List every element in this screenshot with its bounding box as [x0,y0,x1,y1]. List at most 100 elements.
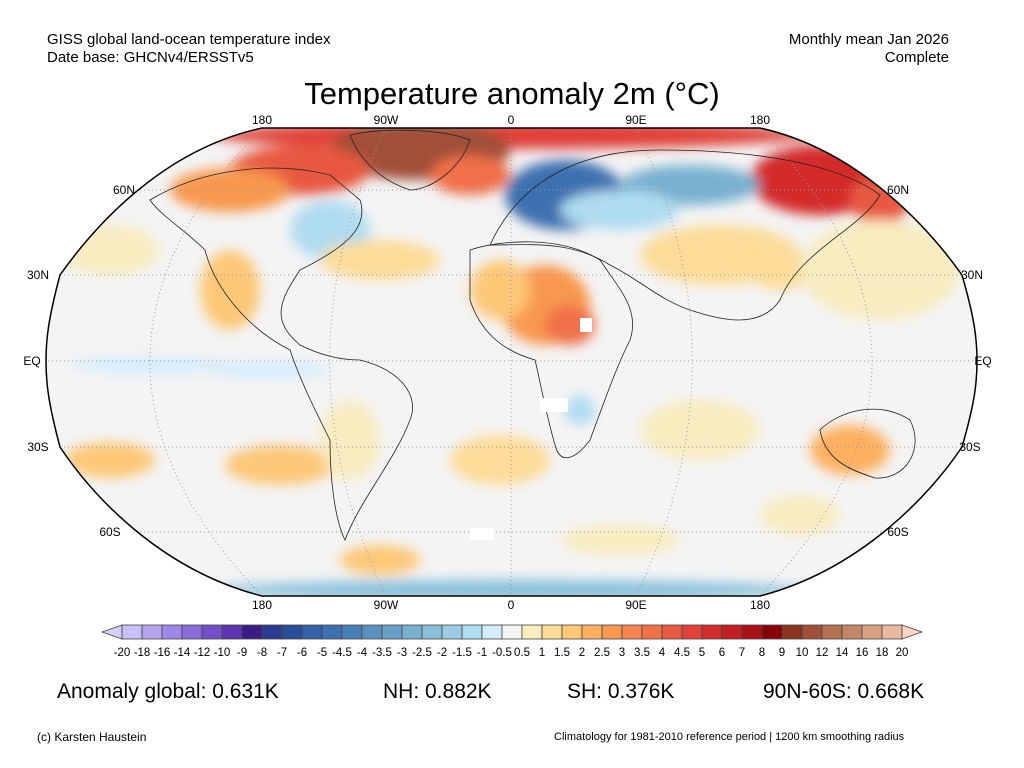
lon-label-bottom: 90E [625,598,646,612]
anomaly-region [320,240,440,280]
colorbar-box [481,624,503,640]
lon-label-top: 0 [508,113,515,127]
lat-label-right: 60S [887,525,908,539]
colorbar-box [701,624,723,640]
anomaly-region [560,525,680,555]
continent-outlines [149,129,916,541]
colorbar-low-end [100,624,123,640]
colorbar-label: -9 [237,647,247,659]
colorbar-box [261,624,283,640]
greenland-outline [349,129,471,191]
colorbar-box [441,624,463,640]
colorbar-label: -8 [257,647,267,659]
colorbar-box [421,624,443,640]
colorbar-label: -1 [477,647,487,659]
colorbar-label: 2 [579,647,585,659]
anomaly-region [210,362,330,378]
anomaly-region [545,305,595,345]
colorbar-box [601,624,623,640]
anomaly-region [340,545,420,575]
colorbar-box [821,624,843,640]
colorbar-label: 10 [796,647,809,659]
colorbar-label: 2.5 [594,647,610,659]
stat-global: Anomaly global: 0.631K [57,680,279,703]
colorbar-box [681,624,703,640]
colorbar-label: 3 [619,647,625,659]
lat-label-right: 30S [959,440,980,454]
colorbar-box [121,624,143,640]
anomaly-region [750,250,810,290]
lat-label-left: 60S [99,525,120,539]
lat-label-right: EQ [974,354,991,368]
australia-outline [819,408,916,479]
colorbar-box [881,624,903,640]
lon-label-top: 180 [252,113,272,127]
anomaly-region [320,400,380,480]
colorbar-label: -4.5 [332,647,352,659]
colorbar-label: 18 [876,647,889,659]
colorbar-label: 20 [896,647,909,659]
colorbar-label: -0.5 [492,647,512,659]
colorbar-label: 1.5 [554,647,570,659]
colorbar-label: -4 [357,647,368,659]
colorbar-high-end [901,624,924,640]
colorbar-label: 12 [816,647,829,659]
eurasia-outline [489,149,881,321]
colorbar-box [301,624,323,640]
lon-label-bottom: 180 [252,598,272,612]
header-right-line1: Monthly mean Jan 2026 [788,31,949,48]
colorbar-box [741,624,763,640]
colorbar-label: 7 [739,647,745,659]
colorbar-label: -3 [397,647,407,659]
colorbar-label: 0.5 [514,647,530,659]
colorbar-label: 5 [699,647,705,659]
colorbar-label: 6 [719,647,725,659]
colorbar-label: 1 [539,647,545,659]
colorbar-label: -18 [134,647,151,659]
anomaly-region [760,495,840,535]
anomaly-region [810,425,890,475]
lon-label-top: 90E [625,113,646,127]
colorbar-label: 4 [659,647,666,659]
header-left-line1: GISS global land-ocean temperature index [47,31,331,48]
colorbar-label: -2 [437,647,447,659]
longitude-line [759,128,873,596]
colorbar-box [621,624,643,640]
stat-nh: NH: 0.882K [383,680,492,703]
graticule [46,128,977,596]
colorbar-box [361,624,383,640]
anomaly-map: 180 180 90W 90W 0 0 90E 90E 180 180 60N 30N EQ 30S 60S… [23,113,991,612]
missing-data-patch [540,398,568,412]
colorbar-box [541,624,563,640]
longitude-line [149,128,263,596]
colorbar-box [501,624,523,640]
colorbar-label: -2.5 [412,647,432,659]
colorbar-label: -20 [114,647,131,659]
colorbar-box [461,624,483,640]
colorbar-box [581,624,603,640]
colorbar-box [521,624,543,640]
header-left-line2: Date base: GHCNv4/ERSSTv5 [47,49,254,66]
colorbar-label: -12 [194,647,211,659]
anomaly-region [560,190,680,230]
colorbar-box [241,624,263,640]
colorbar-box [161,624,183,640]
colorbar-label: 4.5 [674,647,690,659]
colorbar-box [661,624,683,640]
colorbar-box [341,624,363,640]
lat-label-right: 30N [961,268,983,282]
colorbar-box [721,624,743,640]
missing-data-patch [470,528,494,540]
anomaly-region [565,395,595,425]
stat-90n-60s: 90N-60S: 0.668K [763,680,925,703]
colorbar-box [781,624,803,640]
lon-label-bottom: 90W [374,598,399,612]
lat-label-left: 30N [27,268,49,282]
lat-label-right: 60N [887,183,909,197]
colorbar-box [181,624,203,640]
colorbar-label: -10 [214,647,231,659]
anomaly-region [65,442,155,478]
credit: (c) Karsten Haustein [37,730,147,744]
colorbar-label: 16 [856,647,869,659]
anomaly-region [430,155,510,195]
